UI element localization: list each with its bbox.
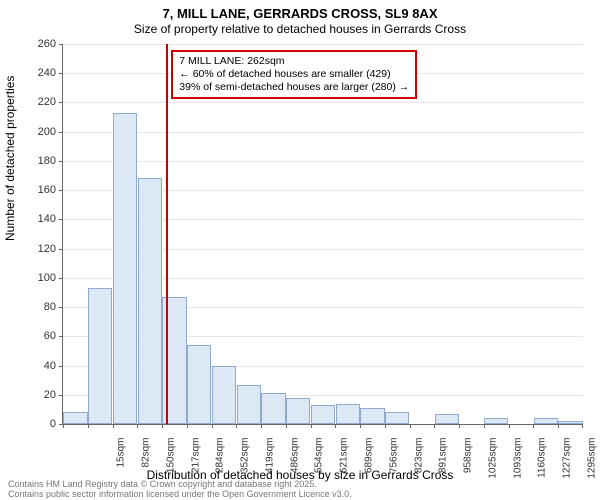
- y-tick-mark: [59, 73, 63, 74]
- bar: [385, 412, 409, 424]
- y-tick-mark: [59, 219, 63, 220]
- x-tick-mark: [88, 424, 89, 428]
- y-tick-label: 180: [26, 155, 56, 167]
- y-tick-label: 60: [26, 330, 56, 342]
- x-tick-mark: [113, 424, 114, 428]
- x-tick-mark: [187, 424, 188, 428]
- y-tick-label: 20: [26, 389, 56, 401]
- x-tick-mark: [212, 424, 213, 428]
- footer-line2: Contains public sector information licen…: [8, 490, 352, 500]
- y-tick-label: 120: [26, 243, 56, 255]
- grid-line: [63, 44, 583, 45]
- bar: [138, 178, 162, 424]
- chart-title-line2: Size of property relative to detached ho…: [0, 22, 600, 36]
- bar: [558, 421, 582, 424]
- y-axis-label: Number of detached properties: [3, 76, 17, 241]
- x-tick-mark: [533, 424, 534, 428]
- x-tick-mark: [434, 424, 435, 428]
- grid-line: [63, 161, 583, 162]
- y-tick-label: 100: [26, 272, 56, 284]
- x-tick-mark: [582, 424, 583, 428]
- bar: [88, 288, 112, 424]
- annotation-line3: 39% of semi-detached houses are larger (…: [179, 81, 409, 94]
- footer-attribution: Contains HM Land Registry data © Crown c…: [8, 480, 352, 500]
- y-tick-mark: [59, 307, 63, 308]
- y-tick-mark: [59, 190, 63, 191]
- bar: [336, 404, 360, 424]
- y-tick-mark: [59, 366, 63, 367]
- x-tick-mark: [360, 424, 361, 428]
- grid-line: [63, 132, 583, 133]
- x-tick-mark: [385, 424, 386, 428]
- x-tick-mark: [311, 424, 312, 428]
- annotation-box: 7 MILL LANE: 262sqm← 60% of detached hou…: [171, 50, 417, 99]
- y-tick-label: 0: [26, 418, 56, 430]
- bar: [212, 366, 236, 424]
- x-tick-mark: [410, 424, 411, 428]
- x-tick-mark: [63, 424, 64, 428]
- x-tick-mark: [137, 424, 138, 428]
- y-tick-mark: [59, 249, 63, 250]
- reference-line: [166, 44, 168, 424]
- bar: [261, 393, 285, 424]
- bar: [484, 418, 508, 424]
- bar: [286, 398, 310, 424]
- annotation-line2: ← 60% of detached houses are smaller (42…: [179, 68, 409, 81]
- x-tick-mark: [162, 424, 163, 428]
- y-tick-label: 200: [26, 126, 56, 138]
- plot-area: [62, 44, 583, 425]
- y-tick-label: 220: [26, 96, 56, 108]
- y-tick-label: 40: [26, 360, 56, 372]
- y-tick-mark: [59, 278, 63, 279]
- chart-title-line1: 7, MILL LANE, GERRARDS CROSS, SL9 8AX: [0, 6, 600, 21]
- bar: [237, 385, 261, 424]
- y-tick-mark: [59, 395, 63, 396]
- bar: [360, 408, 384, 424]
- x-tick-mark: [459, 424, 460, 428]
- y-tick-mark: [59, 336, 63, 337]
- y-tick-label: 240: [26, 67, 56, 79]
- bar: [534, 418, 558, 424]
- grid-line: [63, 102, 583, 103]
- chart-container: 7, MILL LANE, GERRARDS CROSS, SL9 8AX Si…: [0, 0, 600, 500]
- y-tick-label: 260: [26, 38, 56, 50]
- y-tick-mark: [59, 102, 63, 103]
- x-tick-mark: [484, 424, 485, 428]
- y-tick-mark: [59, 44, 63, 45]
- x-tick-mark: [335, 424, 336, 428]
- bar: [435, 414, 459, 424]
- bar: [187, 345, 211, 424]
- y-tick-mark: [59, 132, 63, 133]
- x-tick-mark: [286, 424, 287, 428]
- annotation-line1: 7 MILL LANE: 262sqm: [179, 55, 409, 68]
- bar: [311, 405, 335, 424]
- y-tick-label: 140: [26, 213, 56, 225]
- x-tick-mark: [261, 424, 262, 428]
- y-tick-label: 80: [26, 301, 56, 313]
- bar: [63, 412, 87, 424]
- x-tick-mark: [558, 424, 559, 428]
- x-tick-mark: [236, 424, 237, 428]
- y-tick-label: 160: [26, 184, 56, 196]
- x-tick-mark: [509, 424, 510, 428]
- y-tick-mark: [59, 161, 63, 162]
- bar: [113, 113, 137, 424]
